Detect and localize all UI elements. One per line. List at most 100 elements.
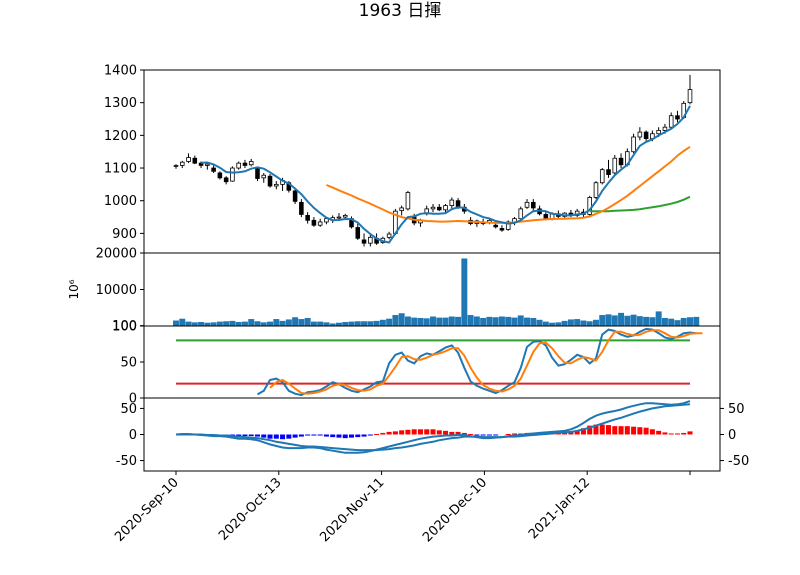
volume-bar [241, 321, 248, 326]
volume-bar [442, 317, 449, 326]
macd-histogram-bar [317, 434, 323, 436]
macd-histogram-bar [399, 430, 405, 435]
candle-body [274, 183, 279, 187]
candle-body [223, 177, 229, 183]
candlestick [668, 112, 674, 129]
volume-bar [655, 311, 662, 326]
candle-body [255, 168, 260, 179]
volume-bar [467, 315, 474, 326]
candle-body [205, 163, 210, 166]
macd-histogram-bar [505, 433, 511, 435]
chart-title: 1963 日揮 [359, 1, 442, 21]
macd-histogram-bar [493, 434, 499, 436]
x-tick-label: 2021-Jan-12 [526, 475, 593, 542]
macd-histogram-bar [286, 434, 292, 439]
volume-bar [643, 316, 650, 326]
candlestick [518, 206, 524, 221]
volume-bar [674, 320, 681, 326]
candle-body [261, 174, 267, 179]
candlestick [361, 233, 367, 247]
volume-bar [505, 316, 512, 326]
macd-histogram-bar [311, 434, 317, 436]
macd-histogram-bar [342, 434, 348, 439]
volume-bar [386, 318, 393, 326]
volume-bar [473, 316, 480, 326]
volume-bar [524, 317, 531, 326]
candle-body [336, 216, 342, 219]
axes-frame [143, 69, 721, 254]
macd-histogram-bar [411, 429, 417, 435]
candlestick [574, 208, 580, 218]
volume-bar [448, 316, 455, 326]
macd-histogram-bar [273, 434, 279, 439]
volume-bar [285, 319, 292, 326]
y-tick-label: 0 [129, 428, 137, 443]
volume-bar [260, 322, 267, 326]
volume-bar [248, 319, 255, 326]
x-tick-label: 2020-Dec-10 [420, 475, 490, 545]
axes-frame [143, 325, 721, 399]
sma75-line [589, 195, 691, 213]
x-tick-label: 2020-Nov-11 [317, 475, 387, 545]
candlestick [430, 203, 436, 213]
candle-body [675, 115, 680, 120]
volume-bar [630, 314, 637, 326]
candle-body [612, 157, 618, 174]
x-tick-label: 2020-Oct-13 [216, 475, 284, 543]
macd-histogram-bar [449, 431, 455, 435]
volume-bar [404, 316, 411, 326]
macd-histogram-bar [254, 434, 260, 437]
stoch-k-line [257, 327, 697, 397]
y-tick-label: 50 [120, 402, 137, 417]
volume-bar [367, 321, 374, 326]
candlestick [248, 158, 254, 167]
macd-histogram-bar [624, 426, 630, 435]
volume-bar [661, 317, 668, 326]
candlestick [599, 168, 605, 185]
candle-body [311, 219, 317, 226]
macd-histogram-bar [367, 434, 373, 436]
volume-bar [574, 319, 581, 326]
candlestick [436, 203, 442, 212]
macd-histogram-bar [386, 431, 392, 435]
macd-histogram-bar [455, 431, 461, 435]
macd-histogram-bar [606, 425, 612, 435]
candlestick [217, 171, 223, 180]
y-tick-label-right: -50 [728, 454, 749, 469]
candlestick [261, 172, 267, 183]
candle-body [405, 192, 411, 210]
macd-histogram-bar [361, 434, 367, 437]
macd-histogram-bar [562, 432, 568, 435]
candlestick [192, 155, 198, 165]
volume-bar [254, 321, 261, 326]
candle-body [455, 200, 461, 208]
macd-histogram-bar [436, 430, 442, 435]
macd-histogram-bar [424, 429, 430, 435]
volume-bar [530, 317, 537, 326]
candle-body [643, 131, 649, 140]
volume-bar [511, 317, 518, 326]
volume-bar [611, 315, 618, 326]
macd-histogram-bar [349, 434, 355, 438]
candle-body [443, 205, 448, 211]
y-tick-label: 1400 [104, 64, 137, 79]
candle-body [436, 206, 442, 211]
volume-bar [210, 322, 217, 326]
macd-histogram-bar [336, 434, 342, 438]
macd-histogram-bar [612, 426, 618, 435]
macd-histogram-bar [662, 432, 668, 435]
candlestick [499, 225, 505, 232]
volume-bar [279, 320, 286, 326]
candlestick [173, 164, 179, 169]
macd-histogram-bar [236, 434, 242, 437]
candle-body [524, 201, 530, 208]
volume-bar [191, 322, 198, 326]
candlestick [587, 195, 592, 216]
volume-bar [649, 317, 656, 326]
macd-histogram-bar [587, 425, 593, 435]
macd-histogram-bar [261, 434, 267, 438]
macd-histogram-bar [242, 434, 248, 437]
candlestick [637, 127, 643, 141]
candlestick [474, 219, 480, 227]
candlestick [618, 153, 624, 169]
